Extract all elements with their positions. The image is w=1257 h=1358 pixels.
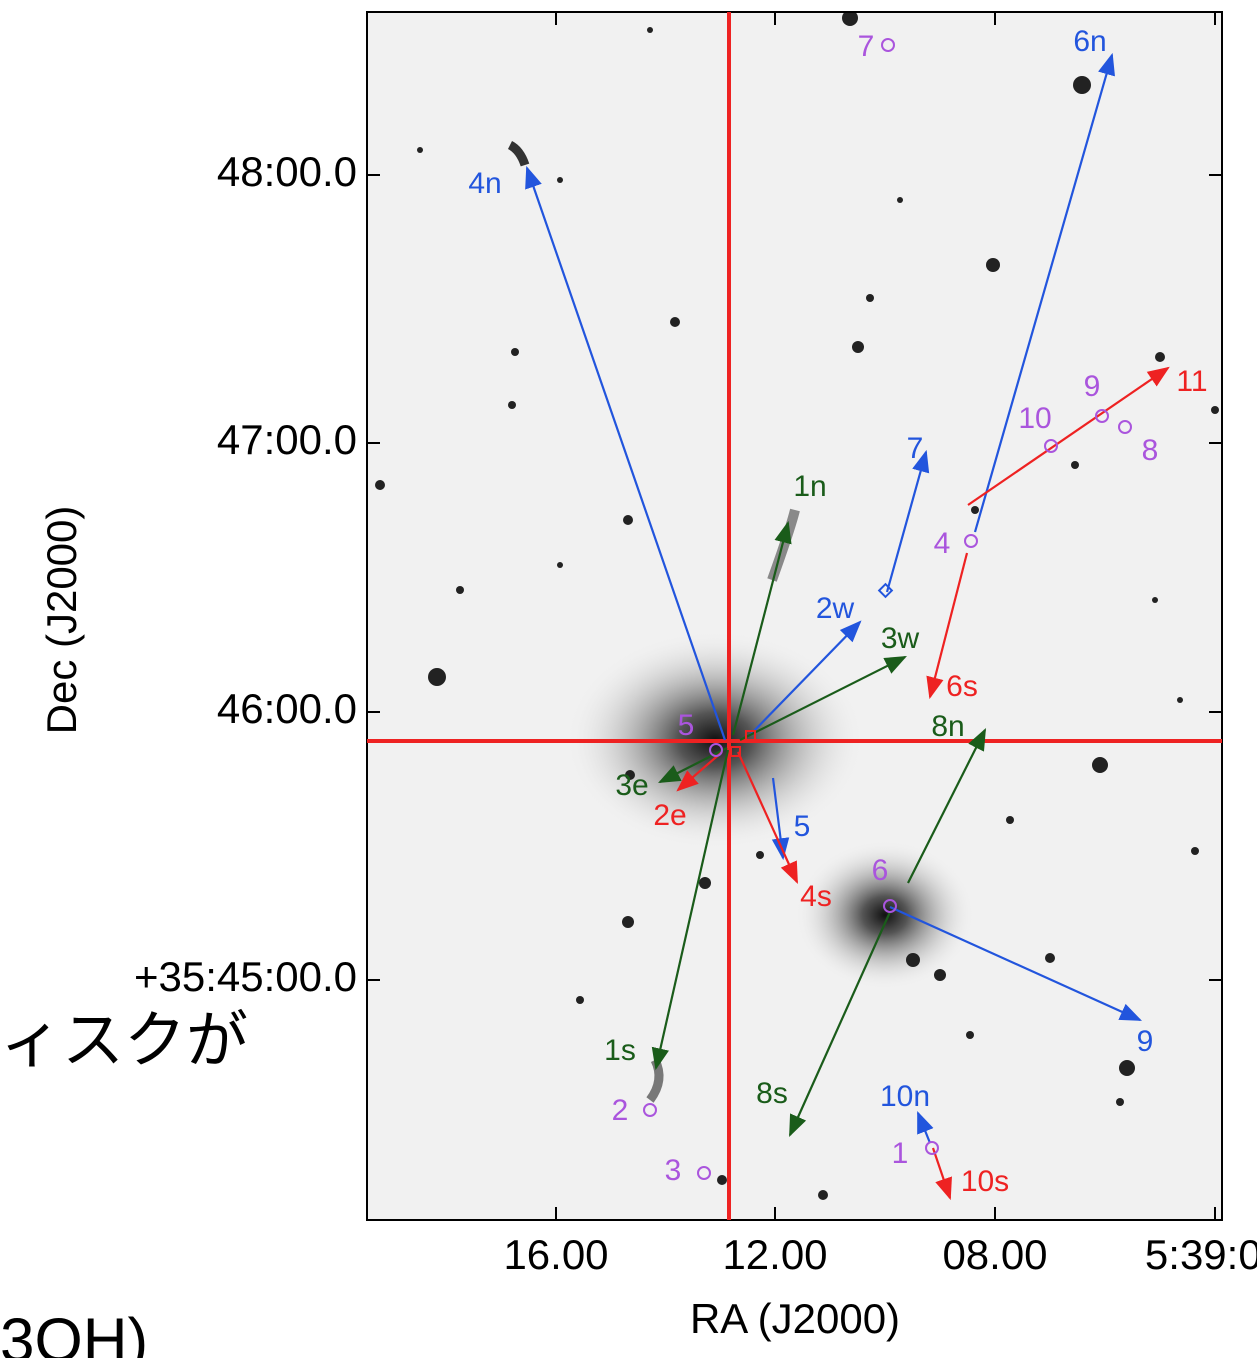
star [971, 506, 979, 514]
outflow-label: 8s [756, 1077, 788, 1110]
outflow-label: 1n [793, 470, 826, 503]
outflow-label: 4n [468, 167, 501, 200]
outflow-label: 6s [946, 670, 978, 703]
outflow-label: 6n [1073, 25, 1106, 58]
outflow-label: 4s [800, 880, 832, 913]
outflow-label: 3e [615, 769, 648, 802]
star [428, 668, 446, 686]
outflow-label: 5 [794, 810, 811, 843]
x-tick-label: 12.00 [722, 1231, 827, 1278]
source-label: 7 [858, 30, 875, 63]
star [508, 401, 516, 409]
x-tick-label: 5:39:04 [1145, 1231, 1257, 1278]
outflow-label: 2w [816, 592, 855, 625]
star [986, 258, 1000, 272]
y-tick-label: 48:00.0 [217, 148, 357, 195]
star [1006, 816, 1014, 824]
star [1155, 352, 1165, 362]
source-label: 4 [934, 527, 951, 560]
figure: ィスクが 3OH) Dec (J2000) RA (J2000) 48:00.0… [0, 0, 1257, 1358]
background-text: 3OH) [0, 1306, 148, 1358]
star [1177, 697, 1183, 703]
star [966, 1031, 974, 1039]
source-label: 1 [892, 1137, 909, 1170]
outflow-label: 3w [881, 622, 920, 655]
star [375, 480, 385, 490]
star [699, 877, 711, 889]
y-axis-label: Dec (J2000) [38, 506, 85, 735]
star [511, 348, 519, 356]
star [717, 1175, 727, 1185]
outflow-label: 1s [604, 1034, 636, 1067]
star [866, 294, 874, 302]
source-label: 10 [1018, 402, 1051, 435]
outflow-label: 11 [1176, 365, 1207, 398]
y-tick-label: 46:00.0 [217, 685, 357, 732]
star [1045, 953, 1055, 963]
star [1092, 757, 1108, 773]
star [934, 969, 946, 981]
star [756, 851, 764, 859]
source-label: 5 [678, 709, 695, 742]
x-axis-label: RA (J2000) [690, 1295, 900, 1342]
outflow-label: 9 [1137, 1025, 1154, 1058]
outflow-label: 7 [907, 432, 924, 465]
star [623, 515, 633, 525]
background-text: ィスクが [0, 1006, 248, 1075]
star [1119, 1060, 1135, 1076]
y-tick-label: +35:45:00.0 [134, 953, 357, 1000]
source-label: 9 [1084, 370, 1101, 403]
star [1211, 406, 1219, 414]
star [557, 177, 563, 183]
source-label: 6 [872, 854, 889, 887]
star [818, 1190, 828, 1200]
star [906, 953, 920, 967]
star [456, 586, 464, 594]
source-label: 8 [1142, 434, 1159, 467]
source-label: 2 [612, 1094, 629, 1127]
source-label: 3 [665, 1154, 682, 1187]
star [1073, 76, 1091, 94]
star [576, 996, 584, 1004]
star [1152, 597, 1158, 603]
x-tick-label: 16.00 [503, 1231, 608, 1278]
star [557, 562, 563, 568]
star [417, 147, 423, 153]
outflow-label: 10n [880, 1080, 930, 1113]
x-tick-label: 08.00 [942, 1231, 1047, 1278]
star [1191, 847, 1199, 855]
star [622, 916, 634, 928]
star [647, 27, 653, 33]
star [670, 317, 680, 327]
star [897, 197, 903, 203]
star [1116, 1098, 1124, 1106]
star [852, 341, 864, 353]
outflow-label: 8n [931, 710, 964, 743]
y-tick-label: 47:00.0 [217, 416, 357, 463]
outflow-label: 2e [653, 799, 686, 832]
outflow-label: 10s [961, 1165, 1009, 1198]
star [1071, 461, 1079, 469]
